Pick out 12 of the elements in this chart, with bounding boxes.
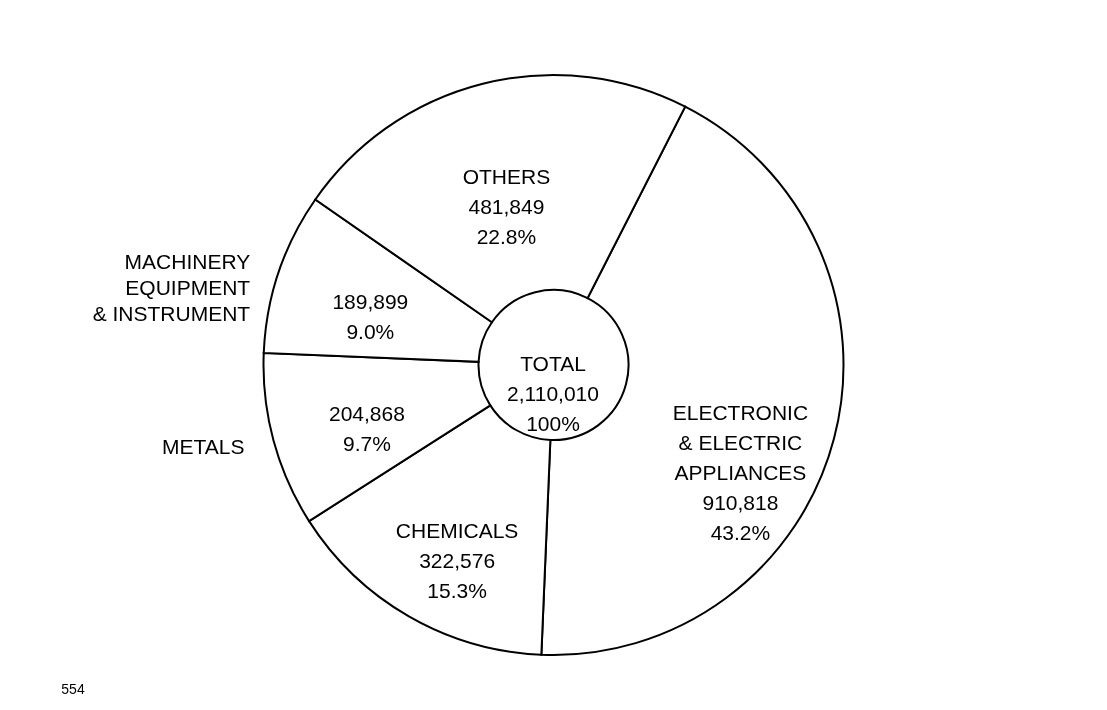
data-label: 204,868 9.7% xyxy=(328,402,405,456)
slice-label: ELECTRONIC & ELECTRIC APPLIANCES xyxy=(672,401,809,485)
slice-label: OTHERS xyxy=(462,164,551,188)
slice-label: CHEMICALS xyxy=(395,519,519,543)
data-label: 481,849 22.8% xyxy=(468,194,545,248)
data-label: 322,576 15.3% xyxy=(419,549,496,603)
slice-label: MACHINERY EQUIPMENT & INSTRUMENT xyxy=(92,249,251,325)
text: TOTAL 2,110,010 100% xyxy=(507,352,599,435)
data-label: 910,818 43.2% xyxy=(702,491,779,545)
data-label: 189,899 9.0% xyxy=(332,290,409,344)
slice-label: METALS xyxy=(162,435,245,459)
text: 554 xyxy=(61,681,85,697)
